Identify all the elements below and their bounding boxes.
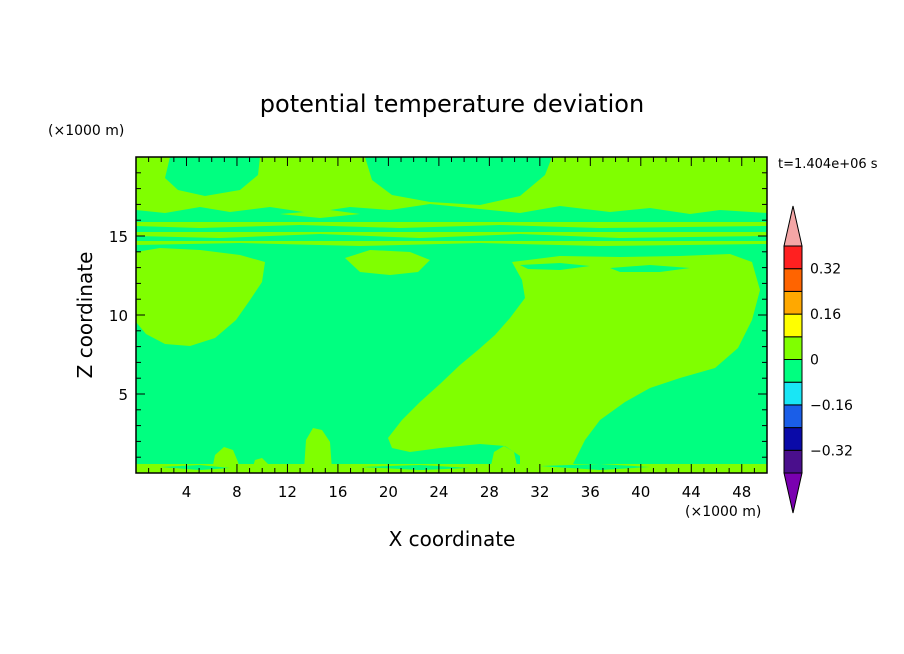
field-streak-5 <box>600 196 700 205</box>
x-tick-label: 4 <box>182 483 192 501</box>
colorbar-bin <box>783 336 803 360</box>
y-axis-label: Z coordinate <box>73 252 97 379</box>
y-tick-label: 5 <box>118 386 128 404</box>
colorbar-bin <box>783 359 803 383</box>
colorbar-tick-label: 0.16 <box>810 307 841 323</box>
colorbar-tick-label: −0.32 <box>810 443 853 459</box>
field-streak-2 <box>610 265 690 272</box>
colorbar-bin <box>783 404 803 429</box>
chart-title: potential temperature deviation <box>260 90 644 118</box>
colorbar-bin <box>783 449 803 474</box>
colorbar-bin <box>783 427 803 451</box>
field-region-top-intrusion-mid <box>365 157 552 205</box>
x-tick-label: 20 <box>379 483 398 501</box>
colorbar-bin <box>783 313 803 338</box>
time-label: t=1.404e+06 s <box>778 157 878 172</box>
y-unit-label: (×1000 m) <box>48 123 124 139</box>
x-tick-label: 44 <box>682 483 701 501</box>
field-streak-1 <box>520 263 590 270</box>
x-unit-label: (×1000 m) <box>685 504 761 520</box>
colorbar-over-arrow <box>783 205 803 247</box>
field-bump-2 <box>304 428 332 470</box>
colorbar-tick-label: 0 <box>810 353 819 369</box>
y-tick-label: 10 <box>109 307 128 325</box>
x-tick-label: 40 <box>631 483 650 501</box>
field-band-lower <box>136 232 767 238</box>
field-streak-3 <box>180 197 250 204</box>
colorbar-bin <box>783 245 803 270</box>
x-tick-label: 8 <box>232 483 242 501</box>
x-tick-label: 16 <box>328 483 347 501</box>
x-tick-label: 36 <box>581 483 600 501</box>
x-tick-label: 24 <box>429 483 448 501</box>
field-region-left <box>136 248 265 346</box>
x-tick-label: 28 <box>480 483 499 501</box>
field-band-bottom <box>136 241 767 246</box>
colorbar-bin <box>783 268 803 292</box>
y-axis-ticks: 5 10 15 <box>109 172 767 458</box>
plot-field <box>136 157 767 473</box>
field-region-top-intrusion-left <box>165 157 260 196</box>
field-bottom-strip-gaps <box>160 464 650 470</box>
x-axis-ticks: 4 8 12 16 20 24 28 32 36 40 44 48 <box>148 157 755 501</box>
colorbar-bin <box>783 290 803 315</box>
field-streak-4 <box>280 210 360 218</box>
x-axis-label: X coordinate <box>389 527 516 551</box>
x-tick-label: 48 <box>732 483 751 501</box>
x-tick-label: 12 <box>278 483 297 501</box>
field-region-mid-small <box>345 250 430 275</box>
x-tick-label: 32 <box>530 483 549 501</box>
field-band-upper <box>136 222 767 228</box>
y-tick-label: 15 <box>109 228 128 246</box>
colorbar-tick-label: 0.32 <box>810 262 841 278</box>
colorbar-bin <box>783 381 803 406</box>
field-region-diagonal <box>388 254 760 466</box>
colorbar-tick-label: −0.16 <box>810 398 853 414</box>
colorbar: 0.32 0.16 0 −0.16 −0.32 <box>783 205 853 514</box>
colorbar-under-arrow <box>783 472 803 514</box>
